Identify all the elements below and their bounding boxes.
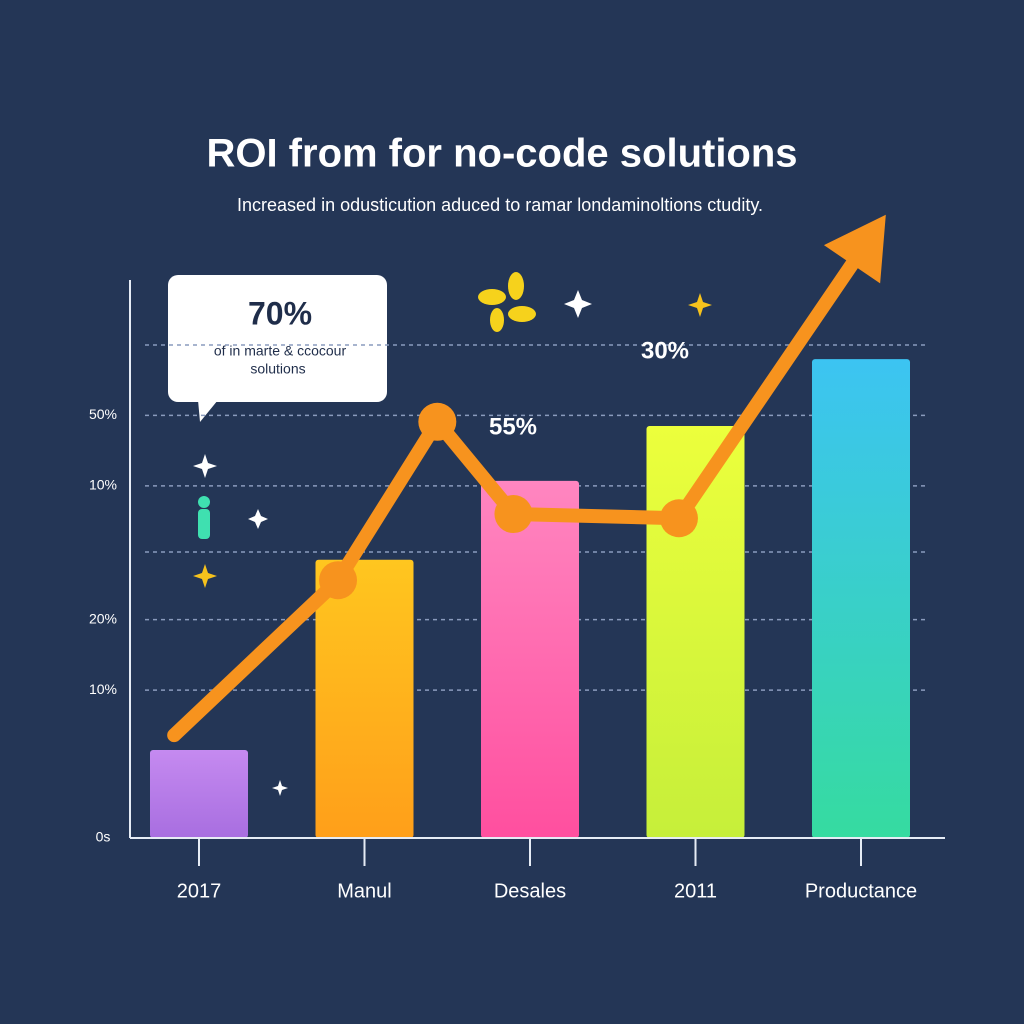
sparkle bbox=[272, 780, 288, 796]
plot: 0s 10% 20% 10% 50% 2017 Manul Desales 2011 Produc… bbox=[89, 214, 945, 902]
trend-point bbox=[418, 402, 457, 441]
x-tick-label: 2011 bbox=[674, 880, 717, 902]
decorations bbox=[168, 272, 712, 796]
y-tick-label: 10% bbox=[89, 681, 117, 697]
callout-value: 70% bbox=[248, 295, 312, 331]
trend-line bbox=[167, 257, 860, 743]
annotation: 30% bbox=[641, 337, 689, 364]
y-tick-label: 10% bbox=[89, 477, 117, 493]
x-tick-label: Productance bbox=[805, 880, 917, 902]
sparkle bbox=[688, 293, 712, 317]
chart-title: ROI from for no-code solutions bbox=[206, 132, 797, 176]
person-icon bbox=[198, 496, 210, 508]
leaf bbox=[508, 306, 536, 322]
sparkle bbox=[248, 509, 268, 529]
y-tick-label: 0s bbox=[96, 829, 111, 845]
bar bbox=[315, 559, 414, 838]
person-icon bbox=[198, 509, 210, 539]
bar bbox=[481, 480, 579, 838]
y-tick-label: 50% bbox=[89, 406, 117, 422]
callout-text: of in marte & ccocour bbox=[214, 343, 347, 359]
bar bbox=[150, 749, 248, 838]
trend-point bbox=[319, 561, 358, 600]
arrow-head bbox=[823, 214, 886, 284]
trend-point bbox=[494, 495, 533, 534]
leaf bbox=[478, 289, 506, 305]
chart-subtitle: Increased in odusticution aduced to rama… bbox=[237, 195, 763, 215]
callout-text: solutions bbox=[250, 361, 305, 377]
y-tick-label: 20% bbox=[89, 610, 117, 626]
x-tick-label: Desales bbox=[494, 880, 566, 902]
leaf bbox=[490, 308, 504, 332]
x-tick-label: Manul bbox=[337, 880, 391, 902]
leaf bbox=[508, 272, 524, 300]
callout-tail bbox=[198, 400, 218, 422]
annotation: 55% bbox=[489, 413, 537, 440]
sparkle bbox=[193, 454, 217, 478]
bar bbox=[812, 359, 910, 838]
x-tick-label: 2017 bbox=[177, 880, 222, 902]
sparkle bbox=[193, 564, 217, 588]
callout-box bbox=[168, 275, 387, 402]
sparkle bbox=[564, 290, 592, 318]
trend-point bbox=[659, 499, 698, 538]
